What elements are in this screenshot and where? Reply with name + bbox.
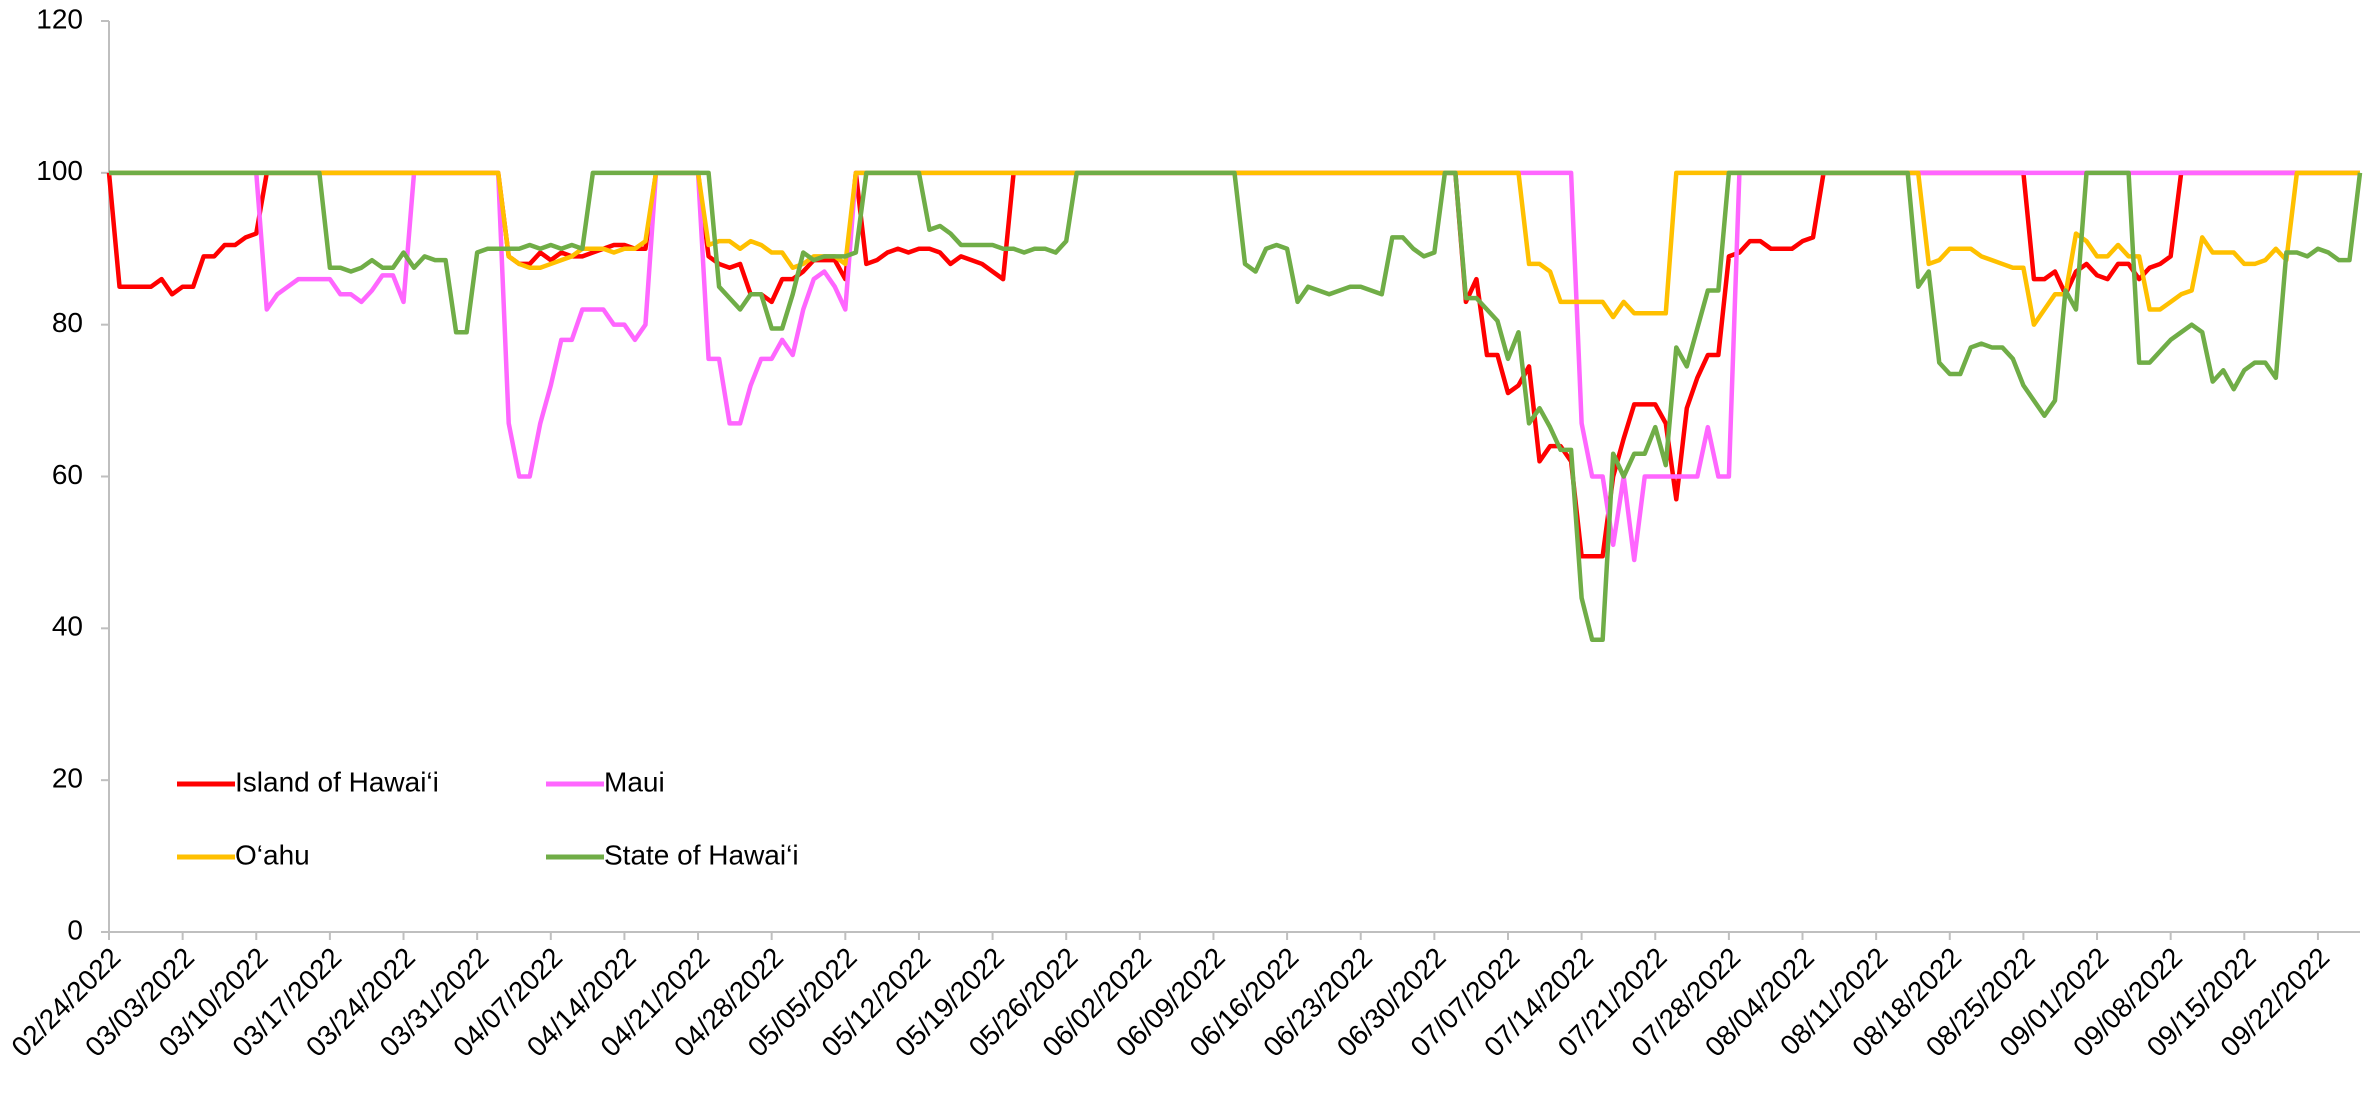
- series-line: [109, 170, 2363, 642]
- series-line: [109, 170, 2360, 563]
- y-tick-label: 120: [36, 3, 83, 34]
- y-tick-label: 40: [52, 611, 83, 642]
- series-line: [109, 170, 2360, 327]
- legend-item: Island of Hawai‘i: [177, 766, 439, 797]
- legend-label: Maui: [604, 766, 665, 797]
- legend-item: State of Hawai‘i: [546, 839, 799, 870]
- y-tick-label: 20: [52, 763, 83, 794]
- y-tick-label: 60: [52, 459, 83, 490]
- legend-label: Island of Hawai‘i: [235, 766, 439, 797]
- legend-item: Maui: [546, 766, 665, 797]
- legend-item: O‘ahu: [177, 839, 310, 870]
- legend-label: O‘ahu: [235, 839, 310, 870]
- series-line: [106, 170, 2360, 559]
- y-tick-label: 100: [36, 155, 83, 186]
- legend-label: State of Hawai‘i: [604, 839, 799, 870]
- y-tick-label: 80: [52, 307, 83, 338]
- y-tick-label: 0: [67, 914, 83, 945]
